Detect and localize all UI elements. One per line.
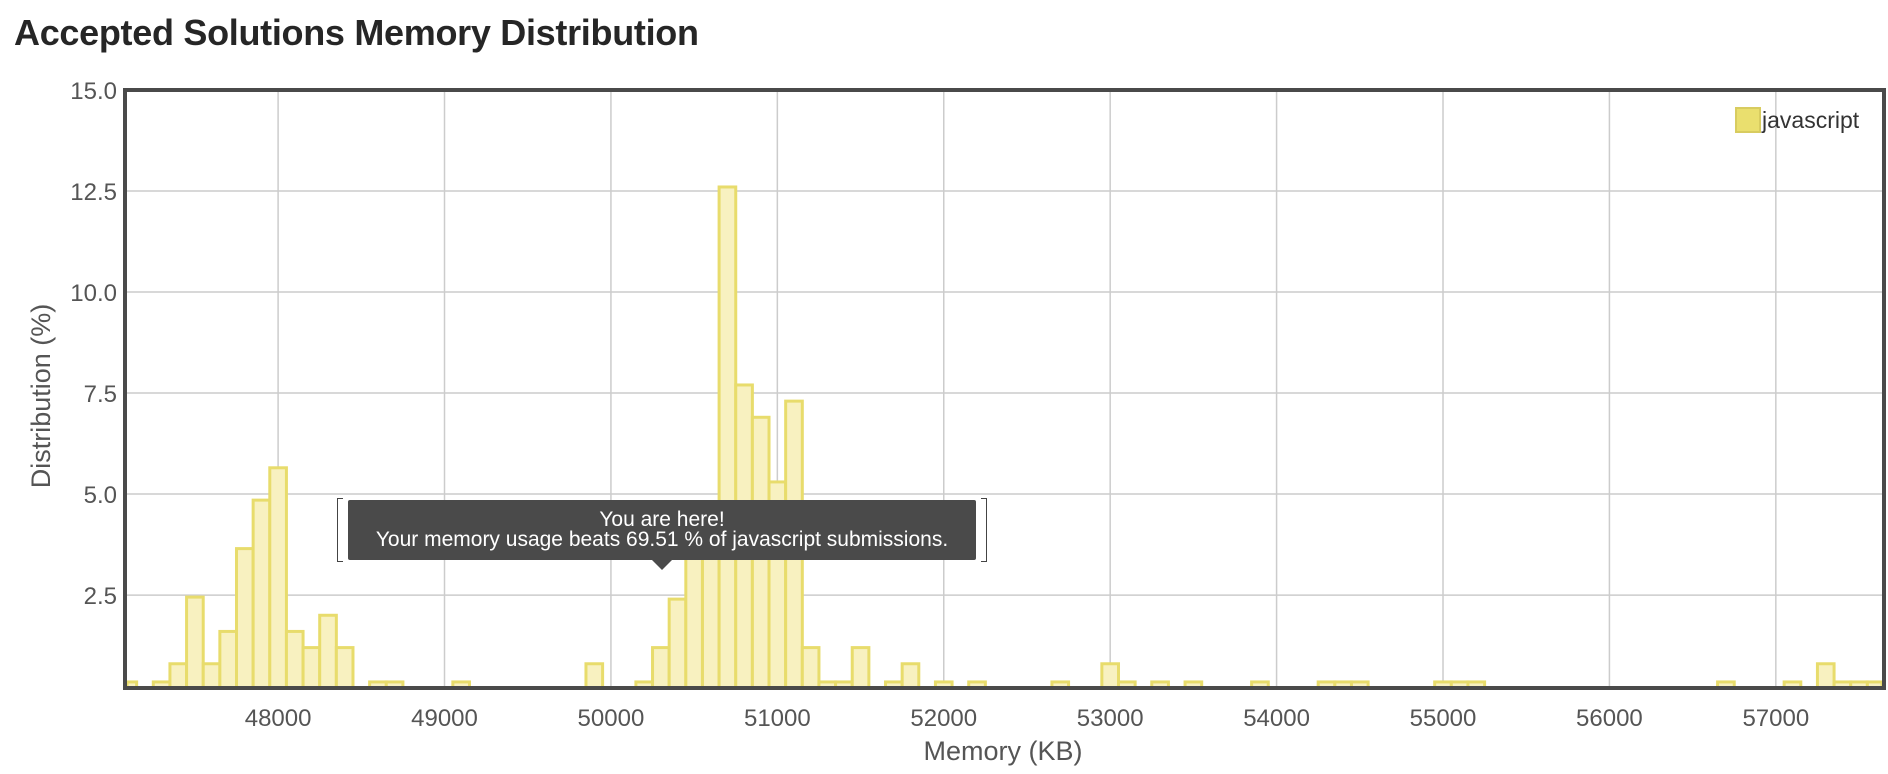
legend-swatch-javascript (1735, 107, 1761, 133)
histogram-bars (125, 185, 1884, 690)
x-tick-label: 52000 (910, 705, 977, 732)
x-tick-label: 57000 (1742, 705, 1809, 732)
tooltip-title: You are here! (599, 508, 725, 531)
histogram-bar (667, 597, 688, 690)
page-title: Accepted Solutions Memory Distribution (14, 12, 699, 53)
y-tick-label: 5.0 (84, 482, 117, 509)
histogram-bar (584, 662, 605, 690)
tooltip-left-bracket (337, 498, 343, 562)
histogram-bar (284, 629, 305, 690)
chart-legend[interactable]: javascript (1735, 107, 1860, 133)
y-tick-label: 10.0 (70, 280, 117, 307)
x-tick-label: 48000 (245, 705, 312, 732)
y-tick-label: 2.5 (84, 583, 117, 610)
y-axis-ticks: 2.5 5.0 7.5 10.0 12.5 15.0 (70, 78, 117, 610)
histogram-bar (185, 595, 205, 690)
histogram-bar (684, 547, 704, 690)
legend-label-javascript: javascript (1761, 107, 1860, 133)
histogram-bar (1815, 662, 1836, 690)
x-tick-label: 51000 (744, 705, 811, 732)
histogram-bar (301, 646, 322, 690)
histogram-bar (218, 629, 238, 690)
y-tick-label: 15.0 (70, 78, 117, 105)
histogram-bar (800, 646, 821, 690)
histogram-bar (717, 185, 738, 690)
x-tick-label: 53000 (1077, 705, 1144, 732)
y-axis-label: Distribution (%) (26, 304, 56, 489)
x-axis-ticks: 48000 49000 50000 51000 52000 53000 54000 55000… (245, 705, 1809, 732)
x-tick-label: 49000 (411, 705, 478, 732)
histogram-bar (168, 662, 189, 690)
histogram-bar (334, 646, 355, 690)
x-tick-label: 56000 (1576, 705, 1643, 732)
you-are-here-tooltip: You are here! Your memory usage beats 69… (337, 498, 987, 570)
histogram-bar (268, 466, 288, 690)
tooltip-message: Your memory usage beats 69.51 % of javas… (375, 528, 949, 551)
tooltip-pointer (652, 560, 672, 570)
histogram-bar (900, 662, 921, 690)
y-tick-label: 12.5 (70, 179, 117, 206)
histogram-bar (251, 498, 272, 690)
histogram-bar (318, 613, 338, 690)
chart-grid (125, 89, 1884, 688)
x-axis-label: Memory (KB) (923, 736, 1082, 766)
plot-frame (123, 88, 1886, 690)
histogram-bar (651, 646, 671, 690)
y-tick-label: 7.5 (84, 381, 117, 408)
histogram-bar (234, 547, 255, 690)
tooltip-right-bracket (981, 498, 987, 562)
histogram-bar (1100, 662, 1120, 690)
histogram-bar (201, 662, 222, 690)
histogram-bar (850, 646, 871, 690)
x-tick-label: 55000 (1410, 705, 1477, 732)
x-tick-label: 54000 (1243, 705, 1310, 732)
x-tick-label: 50000 (578, 705, 645, 732)
